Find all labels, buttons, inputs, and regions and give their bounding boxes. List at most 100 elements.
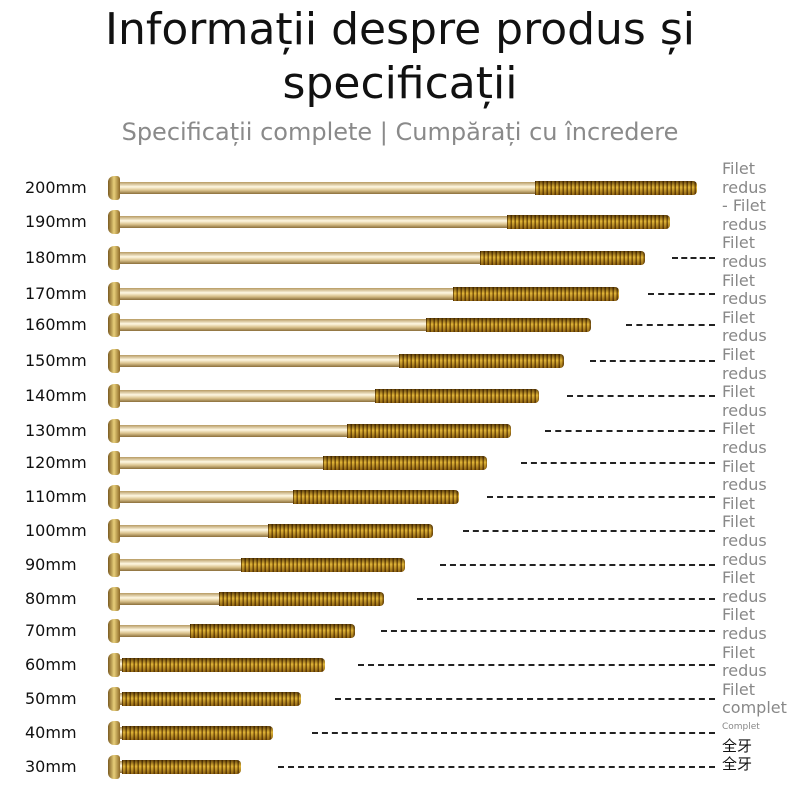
dashed-leader-line bbox=[312, 732, 715, 734]
screw-head bbox=[108, 419, 120, 443]
screw-head bbox=[108, 653, 120, 677]
screw-50mm bbox=[108, 687, 301, 711]
dashed-leader-line bbox=[590, 360, 715, 362]
thread-type-label: redus bbox=[722, 214, 767, 234]
screw-thread bbox=[122, 726, 273, 740]
thread-type-label: Complet bbox=[722, 722, 760, 732]
screw-shank bbox=[118, 425, 347, 437]
thread-type-label: Filet bbox=[722, 233, 756, 253]
dashed-leader-line bbox=[381, 630, 715, 632]
screw-head bbox=[108, 587, 120, 611]
thread-type-label: Filet bbox=[722, 382, 756, 402]
size-label: 150mm bbox=[25, 351, 87, 370]
thread-type-label: Filet bbox=[722, 307, 756, 327]
screw-140mm bbox=[108, 384, 539, 408]
thread-type-label: redus bbox=[722, 363, 767, 383]
screw-head bbox=[108, 721, 120, 745]
screw-60mm bbox=[108, 653, 325, 677]
screw-shank bbox=[118, 525, 268, 537]
thread-type-label: redus bbox=[722, 531, 767, 550]
thread-type-label: Filet bbox=[722, 419, 756, 439]
thread-type-label: redus bbox=[722, 177, 767, 197]
screw-shank bbox=[118, 593, 219, 605]
size-label: 90mm bbox=[25, 555, 77, 574]
screw-200mm bbox=[108, 176, 697, 200]
thread-type-label: Filet bbox=[722, 605, 756, 625]
screw-shank bbox=[118, 693, 122, 705]
screw-shank bbox=[118, 319, 426, 331]
thread-type-label: redus bbox=[722, 624, 767, 643]
thread-type-label: 全牙 bbox=[722, 755, 753, 774]
screw-100mm bbox=[108, 519, 433, 543]
screw-shank bbox=[118, 390, 375, 402]
thread-type-label: Filet bbox=[722, 512, 756, 532]
thread-type-label: redus bbox=[722, 549, 767, 569]
screw-110mm bbox=[108, 485, 459, 509]
screw-shank bbox=[118, 559, 241, 571]
size-label: 130mm bbox=[25, 421, 87, 440]
dashed-leader-line bbox=[335, 698, 715, 700]
thread-type-label: Filet bbox=[722, 159, 756, 178]
screw-shank bbox=[118, 216, 507, 228]
screw-70mm bbox=[108, 619, 355, 643]
size-label: 180mm bbox=[25, 248, 87, 267]
thread-type-label: redus bbox=[722, 326, 767, 346]
screw-40mm bbox=[108, 721, 273, 745]
screw-thread bbox=[219, 592, 384, 606]
dashed-leader-line bbox=[358, 664, 715, 666]
size-label: 80mm bbox=[25, 589, 77, 608]
dashed-leader-line bbox=[278, 766, 715, 768]
thread-type-label: redus bbox=[722, 661, 767, 681]
dashed-leader-line bbox=[417, 598, 715, 600]
screw-shank bbox=[118, 182, 535, 194]
screw-head bbox=[108, 485, 120, 509]
screw-120mm bbox=[108, 451, 487, 475]
size-label: 120mm bbox=[25, 453, 87, 472]
screw-shank bbox=[118, 491, 293, 503]
screw-shank bbox=[118, 355, 399, 367]
screw-head bbox=[108, 755, 120, 779]
screw-head bbox=[108, 349, 120, 373]
thread-type-label: - Filet bbox=[722, 196, 766, 216]
size-label: 200mm bbox=[25, 178, 87, 197]
dashed-leader-line bbox=[487, 496, 715, 498]
screw-thread bbox=[122, 658, 325, 672]
thread-type-label: redus bbox=[722, 252, 767, 271]
thread-type-label: Filet bbox=[722, 568, 756, 588]
screw-head bbox=[108, 451, 120, 475]
screw-thread bbox=[268, 524, 433, 538]
screw-150mm bbox=[108, 349, 564, 373]
screw-130mm bbox=[108, 419, 511, 443]
size-label: 70mm bbox=[25, 621, 77, 640]
screw-thread bbox=[323, 456, 487, 470]
screw-shank bbox=[118, 288, 453, 300]
dashed-leader-line bbox=[440, 564, 715, 566]
screw-thread bbox=[535, 181, 697, 195]
screw-thread bbox=[426, 318, 591, 332]
screw-thread bbox=[190, 624, 355, 638]
thread-type-label: redus bbox=[722, 586, 767, 606]
thread-type-label: complet bbox=[722, 698, 787, 718]
dashed-leader-line bbox=[648, 293, 715, 295]
dashed-leader-line bbox=[567, 395, 715, 397]
thread-type-label: redus bbox=[722, 438, 767, 457]
screw-shank bbox=[118, 659, 122, 671]
screw-170mm bbox=[108, 282, 619, 306]
thread-type-label: Filet bbox=[722, 493, 756, 513]
screw-head bbox=[108, 553, 120, 577]
screw-shank bbox=[118, 727, 122, 739]
page-title-line2: specificații bbox=[282, 58, 518, 109]
screw-190mm bbox=[108, 210, 670, 234]
thread-type-label: Filet bbox=[722, 642, 756, 662]
screw-thread bbox=[453, 287, 619, 301]
dashed-leader-line bbox=[521, 462, 715, 464]
thread-type-label: Filet bbox=[722, 270, 756, 290]
thread-type-label: redus bbox=[722, 289, 767, 309]
thread-type-label: Filet bbox=[722, 456, 756, 476]
screw-thread bbox=[375, 389, 539, 403]
screw-30mm bbox=[108, 755, 241, 779]
size-label: 140mm bbox=[25, 386, 87, 405]
screw-head bbox=[108, 619, 120, 643]
screw-head bbox=[108, 176, 120, 200]
size-label: 60mm bbox=[25, 655, 77, 674]
